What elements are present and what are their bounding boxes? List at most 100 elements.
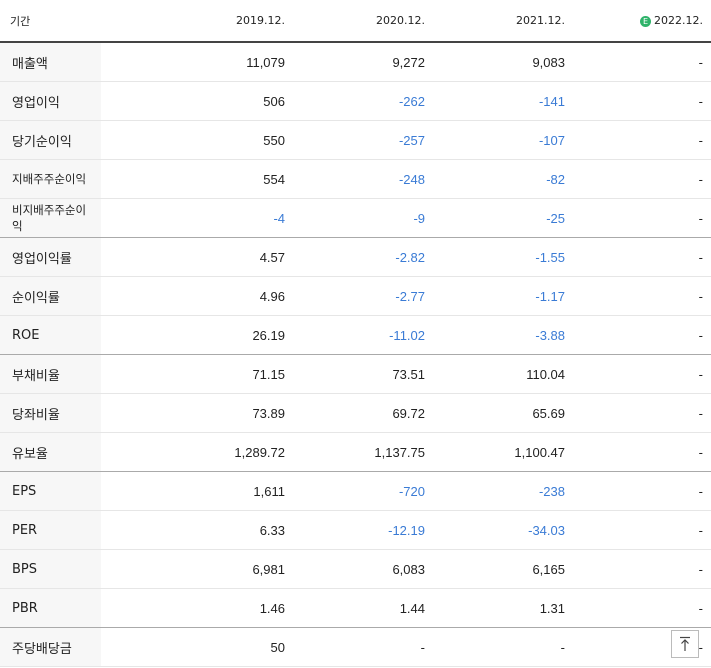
table-row: 주당배당금 50- - -: [0, 627, 711, 667]
row-label: 매출액: [0, 42, 101, 82]
row-label: PER: [0, 510, 101, 550]
cell-v4: -: [573, 120, 711, 160]
cell-v3: -25: [433, 198, 573, 238]
cell-v2: 1,137.75: [293, 432, 433, 472]
cell-v4: -: [573, 237, 711, 277]
cell-v1: 71.15: [101, 354, 293, 394]
header-row: 기간 2019.12. 2020.12. 2021.12. E 2022.12.: [0, 0, 711, 43]
cell-v2: -248: [293, 159, 433, 199]
cell-v1: 1,611: [101, 471, 293, 511]
cell-v4: -: [573, 81, 711, 121]
cell-v1: 26.19: [101, 315, 293, 355]
cell-v1: 6.33: [101, 510, 293, 550]
cell-v2: -262: [293, 81, 433, 121]
cell-v1: 1.46: [101, 588, 293, 628]
table-row: 매출액 11,079 9,272 9,083-: [0, 42, 711, 82]
cell-v1: 550: [101, 120, 293, 160]
cell-v2: -9: [293, 198, 433, 238]
row-label: EPS: [0, 471, 101, 511]
cell-v2: -11.02: [293, 315, 433, 355]
period-header: 기간: [0, 0, 101, 43]
table-row: 영업이익률 4.57 -2.82 -1.55-: [0, 237, 711, 277]
row-label: 순이익률: [0, 276, 101, 316]
cell-v2: 1.44: [293, 588, 433, 628]
scroll-top-button[interactable]: [671, 630, 699, 658]
arrow-up-to-top-icon: [680, 636, 690, 651]
cell-v3: -238: [433, 471, 573, 511]
year-header-2022-estimate: E 2022.12.: [573, 0, 711, 43]
cell-v4: -: [573, 198, 711, 238]
cell-v3: 6,165: [433, 549, 573, 589]
cell-v4: -: [573, 276, 711, 316]
cell-v2: -257: [293, 120, 433, 160]
cell-v1: 1,289.72: [101, 432, 293, 472]
row-label: 지배주주순이익: [0, 159, 101, 199]
year-header-2019: 2019.12.: [101, 0, 293, 43]
cell-v4: -: [573, 588, 711, 628]
cell-v3: -82: [433, 159, 573, 199]
cell-v3: 1,100.47: [433, 432, 573, 472]
cell-v4: -: [573, 471, 711, 511]
cell-v1: 73.89: [101, 393, 293, 433]
cell-v1: 4.57: [101, 237, 293, 277]
cell-v4: -: [573, 354, 711, 394]
cell-v2: -720: [293, 471, 433, 511]
table-row: 유보율 1,289.72 1,137.75 1,100.47-: [0, 432, 711, 472]
cell-v1: 4.96: [101, 276, 293, 316]
table-row: PBR 1.46 1.44 1.31-: [0, 588, 711, 628]
cell-v2: -: [293, 627, 433, 667]
year-header-2020: 2020.12.: [293, 0, 433, 43]
cell-v2: 6,083: [293, 549, 433, 589]
table-row: 당좌비율 73.89 69.72 65.69-: [0, 393, 711, 433]
table-row: PER 6.33 -12.19 -34.03-: [0, 510, 711, 550]
table-row: BPS 6,981 6,083 6,165-: [0, 549, 711, 589]
cell-v3: -1.55: [433, 237, 573, 277]
cell-v4: -: [573, 393, 711, 433]
row-label: 주당배당금: [0, 627, 101, 667]
cell-v3: 9,083: [433, 42, 573, 82]
cell-v3: 65.69: [433, 393, 573, 433]
row-label: 비지배주주순이익: [0, 198, 101, 238]
cell-v1: 6,981: [101, 549, 293, 589]
cell-v1: 50: [101, 627, 293, 667]
table-row: EPS 1,611 -720 -238-: [0, 471, 711, 511]
table-row: 영업이익 506 -262 -141-: [0, 81, 711, 121]
row-label: 영업이익: [0, 81, 101, 121]
cell-v1: 554: [101, 159, 293, 199]
cell-v1: 11,079: [101, 42, 293, 82]
cell-v3: -34.03: [433, 510, 573, 550]
cell-v4: -: [573, 549, 711, 589]
row-label: 부채비율: [0, 354, 101, 394]
cell-v2: 69.72: [293, 393, 433, 433]
estimate-icon: E: [640, 15, 652, 27]
table-row: 지배주주순이익 554 -248 -82-: [0, 159, 711, 199]
row-label: 영업이익률: [0, 237, 101, 277]
cell-v2: -2.82: [293, 237, 433, 277]
row-label: PBR: [0, 588, 101, 628]
table-row: 순이익률 4.96 -2.77 -1.17-: [0, 276, 711, 316]
cell-v2: -12.19: [293, 510, 433, 550]
row-label: BPS: [0, 549, 101, 589]
table-row: ROE 26.19 -11.02 -3.88-: [0, 315, 711, 355]
cell-v4: -: [573, 159, 711, 199]
cell-v4: -: [573, 432, 711, 472]
cell-v2: -2.77: [293, 276, 433, 316]
cell-v3: -3.88: [433, 315, 573, 355]
cell-v2: 73.51: [293, 354, 433, 394]
cell-v4: -: [573, 510, 711, 550]
row-label: 당좌비율: [0, 393, 101, 433]
cell-v2: 9,272: [293, 42, 433, 82]
row-label: ROE: [0, 315, 101, 355]
cell-v1: 506: [101, 81, 293, 121]
cell-v3: -1.17: [433, 276, 573, 316]
table-row: 부채비율 71.15 73.51 110.04-: [0, 354, 711, 394]
year-header-2021: 2021.12.: [433, 0, 573, 43]
cell-v4: -: [573, 315, 711, 355]
cell-v1: -4: [101, 198, 293, 238]
cell-v3: 110.04: [433, 354, 573, 394]
cell-v4: -: [573, 42, 711, 82]
cell-v3: -107: [433, 120, 573, 160]
cell-v3: 1.31: [433, 588, 573, 628]
cell-v3: -141: [433, 81, 573, 121]
